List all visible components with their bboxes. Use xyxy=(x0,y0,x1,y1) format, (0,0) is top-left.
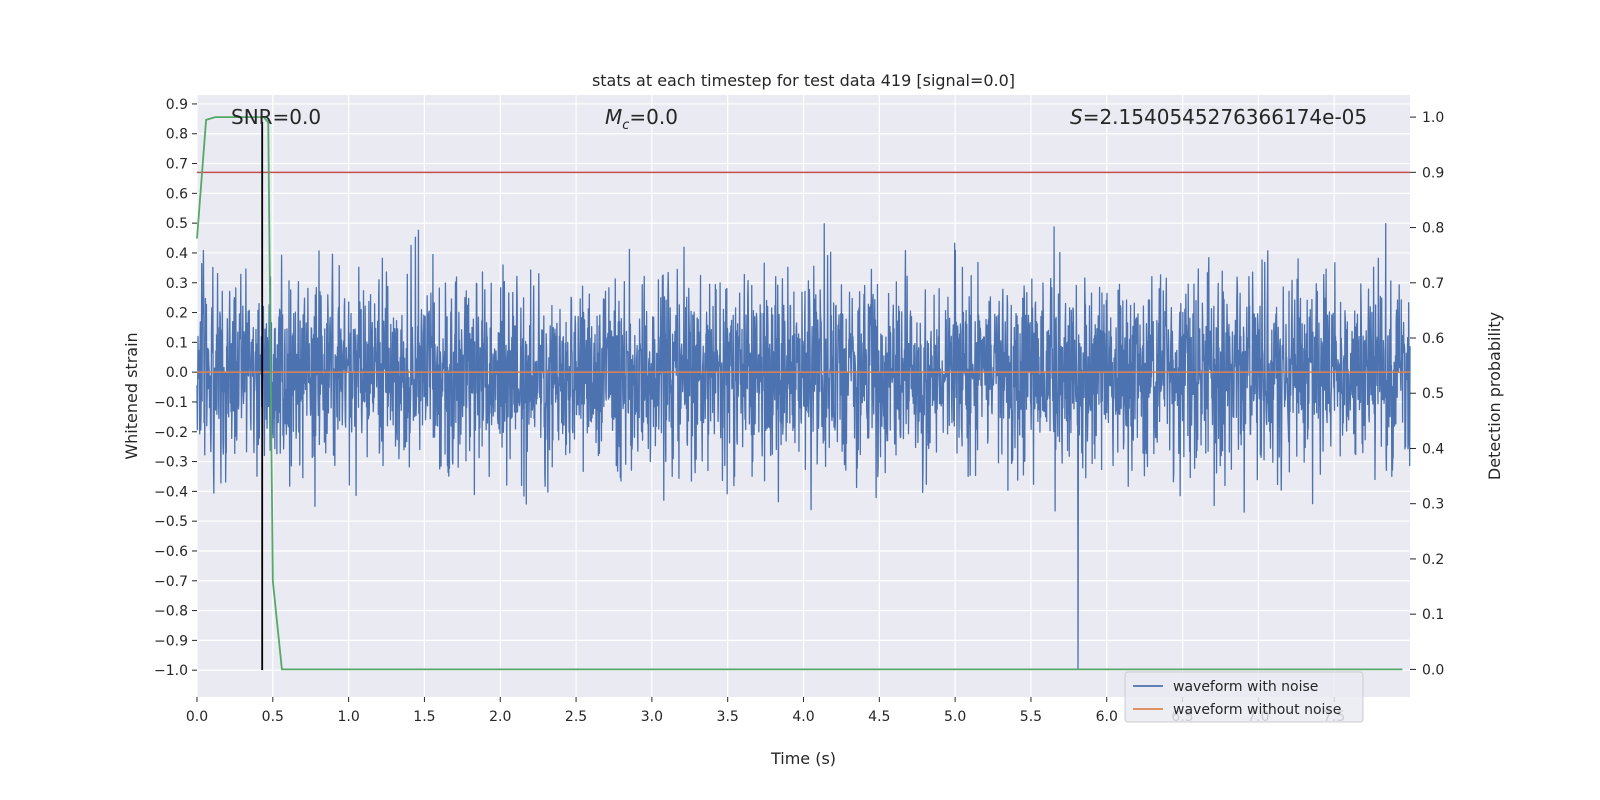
y-axis-label: Whitened strain xyxy=(122,332,141,459)
right-tick-label: 0.5 xyxy=(1422,386,1444,402)
left-tick-label: −0.1 xyxy=(154,395,188,411)
left-tick-label: −0.6 xyxy=(154,544,188,560)
s-symbol: S xyxy=(1070,105,1083,129)
left-tick-label: −0.5 xyxy=(154,514,188,530)
right-tick-label: 0.2 xyxy=(1422,552,1444,568)
mc-value: =0.0 xyxy=(629,105,678,129)
right-tick-label: 0.6 xyxy=(1422,331,1444,347)
lines-layer xyxy=(196,116,1410,671)
legend-box xyxy=(1124,671,1364,723)
x-tick-label: 1.5 xyxy=(413,709,435,725)
y2-axis-label: Detection probability xyxy=(1485,312,1504,480)
chart-title: stats at each timestep for test data 419… xyxy=(592,71,1015,90)
series-line-waveform-with-noise xyxy=(196,222,1411,670)
annotation-s: S=2.1540545276366174e-05 xyxy=(1070,105,1367,129)
left-tick-label: −0.4 xyxy=(154,484,188,500)
x-tick-label: 0.0 xyxy=(186,709,208,725)
right-tick-label: 0.3 xyxy=(1422,497,1444,513)
right-tick-label: 0.7 xyxy=(1422,276,1444,292)
left-tick-label: −1.0 xyxy=(154,663,188,679)
left-tick-label: 0.8 xyxy=(166,127,188,143)
left-tick-label: 0.6 xyxy=(166,186,188,202)
left-tick-label: −0.9 xyxy=(154,633,188,649)
right-tick-label: 1.0 xyxy=(1422,110,1444,126)
series-waveform-with-noise xyxy=(196,222,1411,670)
left-tick-label: 0.1 xyxy=(166,335,188,351)
x-axis-ticks: 0.00.51.01.52.02.53.03.54.04.55.05.56.06… xyxy=(186,697,1345,725)
left-tick-label: 0.2 xyxy=(166,306,188,322)
s-value: =2.1540545276366174e-05 xyxy=(1083,105,1367,129)
right-axis-ticks: 1.0 0.9 0.8 0.7 0.6 0.5 0.4 0.3 0.2 0.1 0.0 xyxy=(1410,110,1444,678)
right-tick-label: 0.0 xyxy=(1422,662,1444,678)
x-tick-label: 6.0 xyxy=(1096,709,1118,725)
legend-label-waveform-without-noise: waveform without noise xyxy=(1173,702,1341,718)
right-tick-label: 0.4 xyxy=(1422,441,1444,457)
left-tick-label: 0.9 xyxy=(166,97,188,113)
x-tick-label: 0.5 xyxy=(262,709,284,725)
left-tick-label: 0.5 xyxy=(166,216,188,232)
x-tick-label: 3.0 xyxy=(641,709,663,725)
left-tick-label: 0.7 xyxy=(166,157,188,173)
x-tick-label: 5.5 xyxy=(1020,709,1042,725)
x-tick-label: 3.5 xyxy=(717,709,739,725)
left-tick-label: −0.3 xyxy=(154,455,188,471)
left-tick-label: −0.8 xyxy=(154,604,188,620)
annotation-chirp-mass: Mc=0.0 xyxy=(605,105,678,133)
x-tick-label: 1.0 xyxy=(337,709,359,725)
left-tick-label: −0.2 xyxy=(154,425,188,441)
left-tick-label: −0.7 xyxy=(154,574,188,590)
x-tick-label: 4.5 xyxy=(868,709,890,725)
mc-symbol: M xyxy=(605,105,622,129)
series-line-detection-probability xyxy=(196,116,1403,671)
x-tick-label: 4.0 xyxy=(792,709,814,725)
x-axis-label: Time (s) xyxy=(770,749,836,768)
left-tick-label: 0.3 xyxy=(166,276,188,292)
mc-subscript: c xyxy=(622,118,629,133)
left-tick-label: 0.0 xyxy=(166,365,188,381)
right-tick-label: 0.1 xyxy=(1422,607,1444,623)
right-tick-label: 0.8 xyxy=(1422,221,1444,237)
x-tick-label: 2.0 xyxy=(489,709,511,725)
right-tick-label: 0.9 xyxy=(1422,165,1444,181)
legend: waveform with noise waveform without noi… xyxy=(1124,671,1364,723)
left-axis-ticks: 0.9 0.8 0.7 0.6 0.5 0.4 0.3 0.2 0.1 0.0 −0.1 −0.2 −0… xyxy=(154,97,197,679)
x-tick-label: 2.5 xyxy=(565,709,587,725)
annotation-snr: SNR=0.0 xyxy=(231,105,321,129)
x-tick-label: 5.0 xyxy=(944,709,966,725)
left-tick-label: 0.4 xyxy=(166,246,188,262)
legend-label-waveform-with-noise: waveform with noise xyxy=(1173,679,1318,695)
